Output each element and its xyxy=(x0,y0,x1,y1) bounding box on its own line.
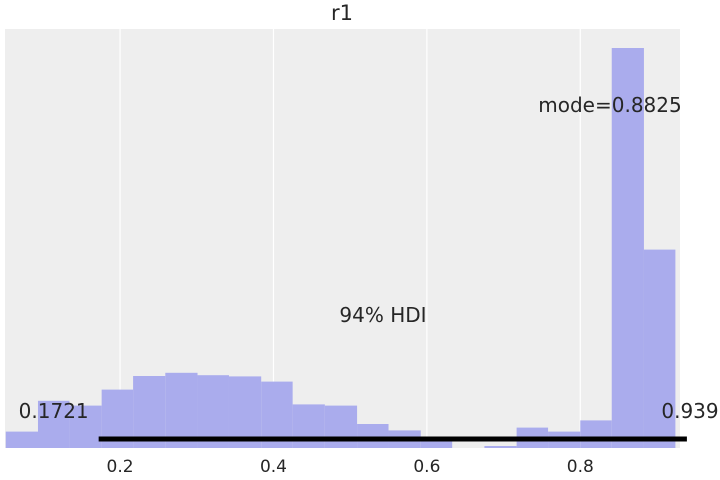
hdi-high-label: 0.939 xyxy=(661,399,718,423)
histogram-bar xyxy=(420,440,453,448)
histogram-bar xyxy=(197,375,229,448)
plot-background xyxy=(5,29,680,448)
histogram-bar xyxy=(165,372,198,448)
histogram-bar xyxy=(37,400,70,448)
histogram-bar xyxy=(643,249,676,448)
hdi-annotation: 94% HDI xyxy=(339,303,426,327)
histogram-bar xyxy=(5,431,38,448)
x-tick-label: 0.4 xyxy=(260,457,287,477)
x-tick-label: 0.8 xyxy=(567,457,594,477)
histogram-bar xyxy=(357,424,389,448)
x-tick-labels: 0.2 0.4 0.6 0.8 xyxy=(107,457,594,477)
grid-lines xyxy=(119,29,581,448)
histogram-bar xyxy=(133,376,166,448)
histogram-bar xyxy=(484,446,517,448)
chart-title: r1 xyxy=(331,1,353,25)
histogram-bar xyxy=(69,405,102,448)
histogram-bar xyxy=(228,376,262,448)
histogram-bar xyxy=(611,48,644,448)
x-tick-label: 0.6 xyxy=(413,457,440,477)
x-tick-label: 0.2 xyxy=(107,457,134,477)
mode-annotation: mode=0.8825 xyxy=(538,93,681,117)
histogram-bar xyxy=(324,405,358,448)
hdi-low-label: 0.1721 xyxy=(19,399,89,423)
histogram-bar xyxy=(580,420,612,448)
